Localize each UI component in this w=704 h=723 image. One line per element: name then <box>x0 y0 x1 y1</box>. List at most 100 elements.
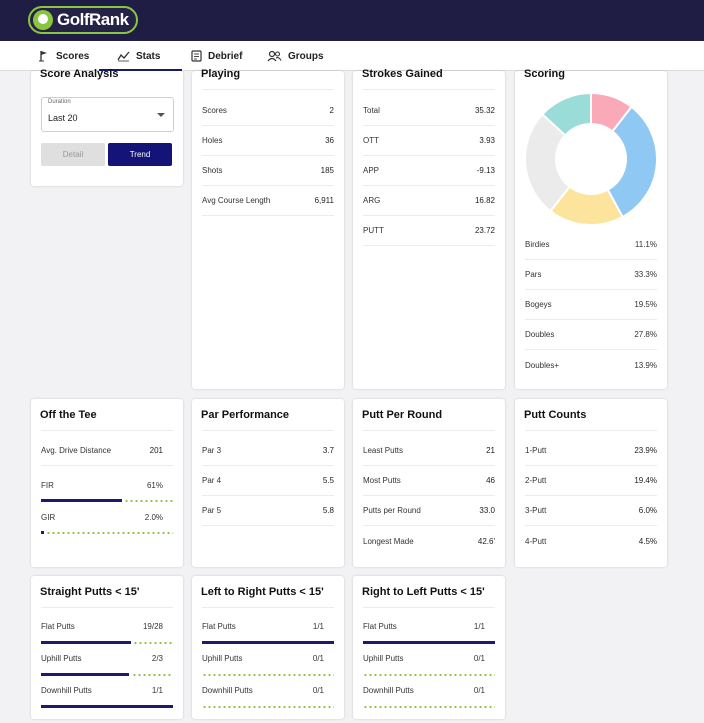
strokes-gained-card: Strokes Gained Total 35.32 OTT 3.93 APP -9.… <box>353 68 505 389</box>
tab-stats[interactable]: Stats <box>98 41 184 71</box>
stat-label: Longest Made <box>363 536 414 546</box>
scoring-donut-chart <box>524 93 658 226</box>
progress-bar <box>41 641 173 644</box>
tab-label: Scores <box>56 50 90 62</box>
stat-row: APP -9.13 <box>363 156 495 186</box>
stat-value: 3.93 <box>479 136 495 145</box>
putt-bar-row: Flat Putts 1/1 <box>363 617 495 647</box>
stat-label: Pars <box>525 270 542 279</box>
fir-bar-row: FIR 61% <box>41 474 173 504</box>
divider <box>202 89 334 90</box>
stat-label: Par 5 <box>202 506 222 515</box>
progress-fill <box>202 641 334 644</box>
scoring-row: Doubles 27.8% <box>525 320 657 350</box>
stat-row: 1-Putt 23.9% <box>525 436 657 466</box>
stat-value: 16.82 <box>474 196 495 205</box>
stat-row: Avg. Drive Distance 201 <box>41 436 173 466</box>
scoring-card: Scoring Birdies 11.1% Pars 33.3% Bogeys 19.… <box>515 68 667 389</box>
stat-label: 1-Putt <box>525 446 547 455</box>
tab-label: Groups <box>288 50 324 62</box>
putt-bar-row: Uphill Putts 0/1 <box>363 649 495 679</box>
progress-bar <box>41 705 173 708</box>
stat-label: APP <box>363 166 380 175</box>
card-title: Score Analysis <box>40 68 119 80</box>
tab-groups[interactable]: Groups <box>267 41 324 71</box>
putt-bar-row: Uphill Putts 2/3 <box>41 649 173 679</box>
progress-bar <box>41 673 173 676</box>
stat-row: Most Putts 46 <box>363 466 495 496</box>
stat-value: 23.9% <box>634 446 657 455</box>
detail-button[interactable]: Detail <box>41 143 105 166</box>
stat-row: Shots 185 <box>202 156 334 186</box>
stat-label: 2-Putt <box>525 476 547 485</box>
stat-value: 2/3 <box>151 654 163 663</box>
stat-row: OTT 3.93 <box>363 126 495 156</box>
putt-bar-row: Downhill Putts 0/1 <box>363 681 495 711</box>
progress-remainder <box>133 642 173 644</box>
stat-label: Total <box>363 106 380 115</box>
stat-label: Shots <box>202 166 223 175</box>
playing-card: Playing Scores 2 Holes 36 Shots 185 Avg Cou… <box>192 68 344 389</box>
progress-remainder <box>202 674 334 676</box>
stat-label: 3-Putt <box>525 506 547 515</box>
stat-label: 4-Putt <box>525 536 547 546</box>
stat-label: Flat Putts <box>41 622 75 631</box>
stat-label: PUTT <box>363 226 384 235</box>
card-title: Playing <box>201 68 241 80</box>
tab-label: Debrief <box>208 50 243 62</box>
stat-value: 5.5 <box>322 476 334 485</box>
stat-row: Longest Made 42.6' <box>363 526 495 556</box>
off-the-tee-card: Off the Tee Avg. Drive Distance 201 FIR 6… <box>31 399 183 567</box>
progress-bar <box>41 499 173 502</box>
putt-bar-row: Downhill Putts 0/1 <box>202 681 334 711</box>
progress-fill <box>363 641 495 644</box>
card-title: Putt Counts <box>524 409 587 421</box>
trend-button[interactable]: Trend <box>108 143 172 166</box>
stat-value: 13.9% <box>634 360 657 370</box>
divider <box>525 430 657 431</box>
stat-label: Downhill Putts <box>41 686 92 695</box>
scoring-row: Bogeys 19.5% <box>525 290 657 320</box>
donut-slice-doubles <box>524 112 571 213</box>
progress-remainder <box>124 500 173 502</box>
putt-bar-row: Flat Putts 1/1 <box>202 617 334 647</box>
stat-value: 2 <box>329 106 334 115</box>
stat-row: Avg Course Length 6,911 <box>202 186 334 216</box>
stat-value: 46 <box>486 476 495 485</box>
stat-value: 61% <box>146 481 163 490</box>
duration-select[interactable]: Duration Last 20 <box>41 97 174 132</box>
tab-scores[interactable]: Scores <box>38 41 89 71</box>
stat-row: ARG 16.82 <box>363 186 495 216</box>
straight-putts-card: Straight Putts < 15' Flat Putts 19/28 Up… <box>31 576 183 719</box>
divider <box>41 430 173 431</box>
stat-row: Scores 2 <box>202 96 334 126</box>
stat-value: 0/1 <box>473 686 485 695</box>
card-title: Left to Right Putts < 15' <box>201 586 324 598</box>
stat-label: Downhill Putts <box>202 686 253 695</box>
card-title: Straight Putts < 15' <box>40 586 140 598</box>
stat-label: Doubles <box>525 330 555 339</box>
stat-label: Downhill Putts <box>363 686 414 695</box>
golfrank-logo[interactable]: GolfRank <box>28 6 138 34</box>
stat-value: 1/1 <box>312 622 324 631</box>
donut-slice-doubles- <box>541 93 592 137</box>
stat-row: 2-Putt 19.4% <box>525 466 657 496</box>
divider <box>363 430 495 431</box>
duration-label: Duration <box>48 99 71 105</box>
putt-bar-row: Downhill Putts 1/1 <box>41 681 173 711</box>
stat-label: FIR <box>41 481 54 490</box>
stat-value: 0/1 <box>312 686 324 695</box>
stat-row: 3-Putt 6.0% <box>525 496 657 526</box>
progress-bar <box>363 705 495 708</box>
stat-row: Par 4 5.5 <box>202 466 334 496</box>
stat-label: Uphill Putts <box>363 654 404 663</box>
stat-label: Bogeys <box>525 300 552 309</box>
putt-per-round-card: Putt Per Round Least Putts 21 Most Putts 4… <box>353 399 505 567</box>
stat-value: 3.7 <box>322 446 334 455</box>
stat-label: Most Putts <box>363 476 401 485</box>
chart-line-icon <box>117 51 130 62</box>
main-tabs: Scores Stats Debrief Groups <box>0 41 704 71</box>
stat-row: Par 3 3.7 <box>202 436 334 466</box>
card-title: Par Performance <box>201 409 290 421</box>
tab-debrief[interactable]: Debrief <box>191 41 242 71</box>
